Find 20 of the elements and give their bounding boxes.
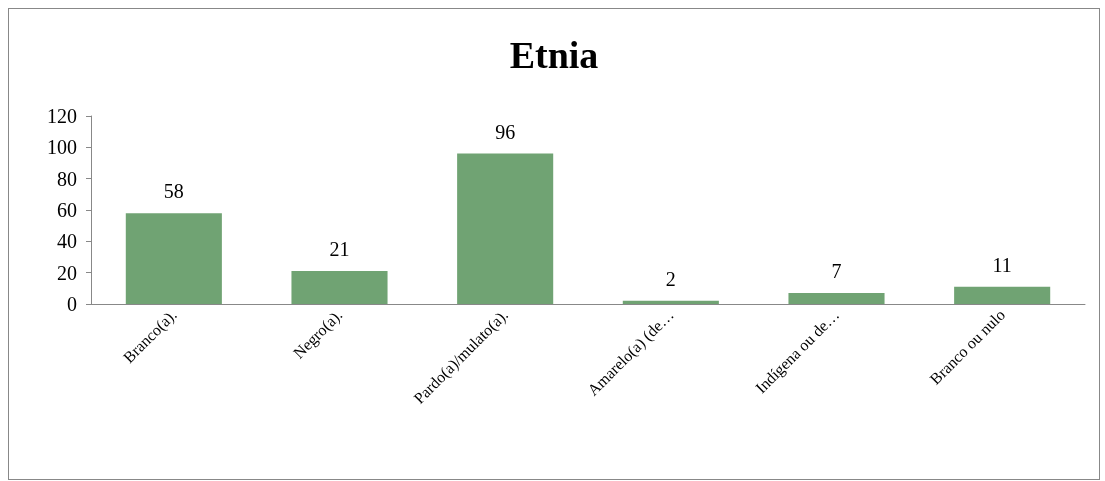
data-label: 2 <box>665 267 676 290</box>
data-label: 58 <box>163 180 184 203</box>
data-label: 96 <box>495 120 516 143</box>
bar <box>291 271 388 304</box>
y-tick-label: 120 <box>47 105 77 127</box>
bar <box>622 300 719 304</box>
y-tick-label: 20 <box>57 261 77 284</box>
bar <box>125 213 222 304</box>
bar <box>954 286 1051 304</box>
chart-title: Etnia <box>509 34 599 76</box>
data-label: 7 <box>831 260 842 283</box>
bar <box>788 293 885 304</box>
y-tick-label: 0 <box>67 293 77 315</box>
y-tick-label: 40 <box>57 230 77 253</box>
y-tick-label: 60 <box>57 199 77 221</box>
bar <box>457 153 554 304</box>
data-label: 21 <box>329 238 350 261</box>
y-tick-label: 80 <box>57 167 77 190</box>
data-label: 11 <box>992 253 1012 276</box>
y-tick-label: 100 <box>47 136 77 159</box>
